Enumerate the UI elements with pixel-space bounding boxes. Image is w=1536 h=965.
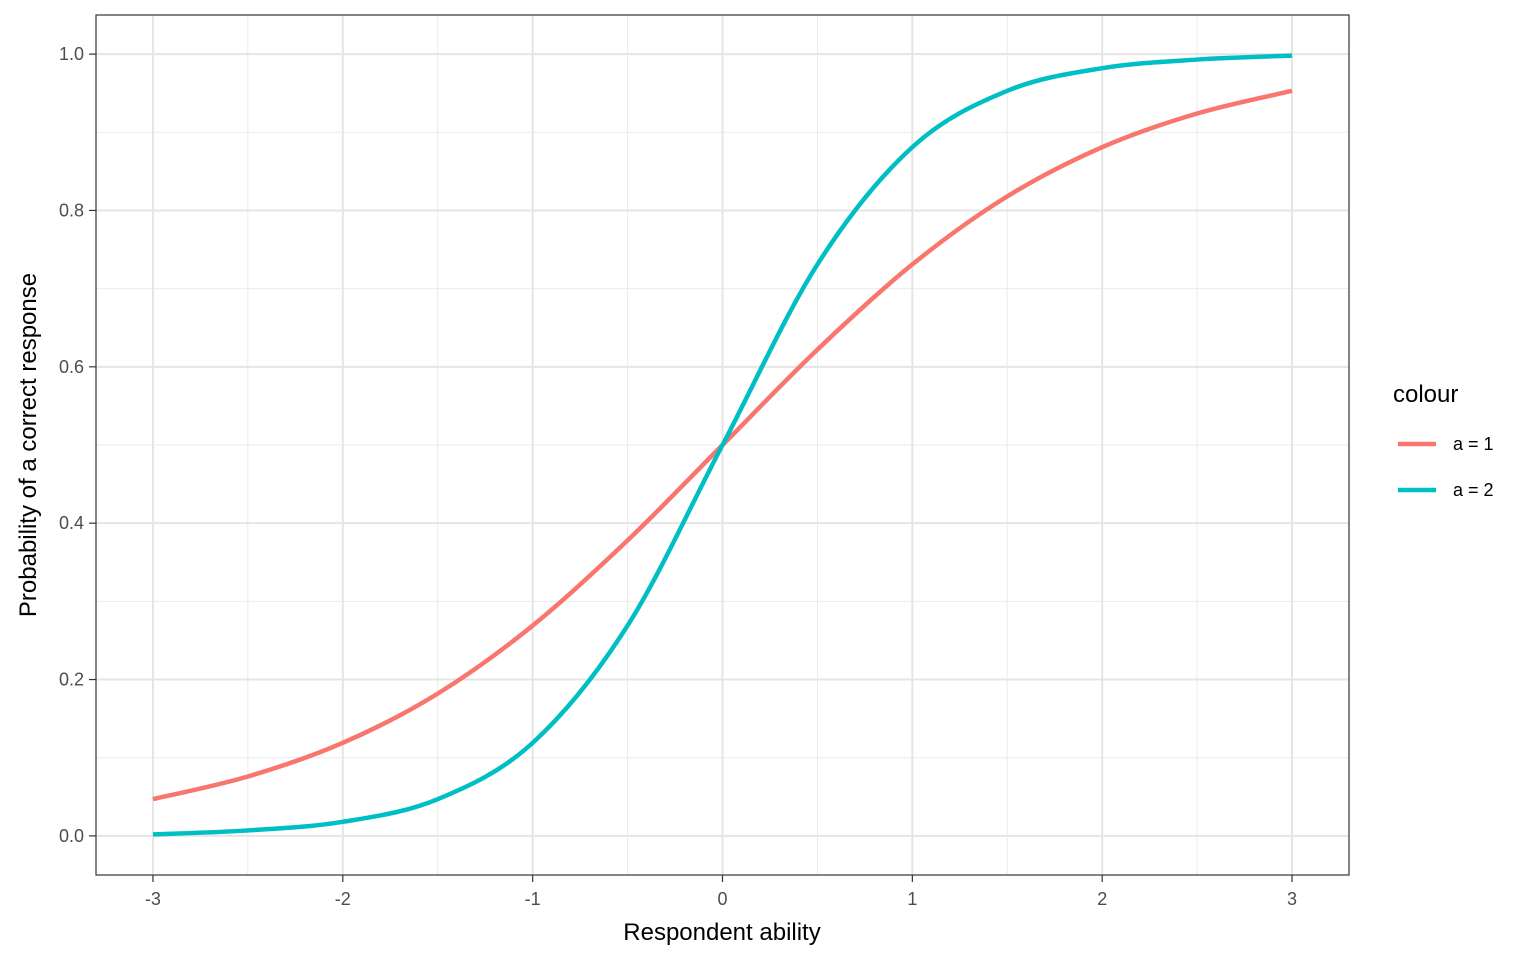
y-tick-label: 0.8 bbox=[59, 200, 84, 220]
y-axis-title: Probability of a correct response bbox=[15, 273, 42, 617]
x-tick-label: 3 bbox=[1287, 889, 1297, 909]
x-axis-title: Respondent ability bbox=[623, 919, 820, 946]
x-tick-label: 1 bbox=[907, 889, 917, 909]
plot-panel bbox=[95, 14, 1350, 876]
x-tick-label: -2 bbox=[335, 889, 351, 909]
y-axis: 0.0 0.2 0.4 0.6 0.8 1.0 bbox=[59, 44, 96, 846]
series-line-2 bbox=[152, 53, 1293, 837]
y-tick-label: 0.2 bbox=[59, 670, 84, 690]
legend-title: colour bbox=[1393, 381, 1458, 408]
y-tick-label: 0.6 bbox=[59, 357, 84, 377]
series-layer bbox=[152, 53, 1293, 837]
x-tick-label: -1 bbox=[525, 889, 541, 909]
x-axis: -3 -2 -1 0 1 2 3 bbox=[145, 875, 1297, 909]
x-tick-label: 0 bbox=[717, 889, 727, 909]
legend-label-1: a = 1 bbox=[1453, 434, 1494, 454]
y-tick-label: 0.0 bbox=[59, 826, 84, 846]
x-tick-label: 2 bbox=[1097, 889, 1107, 909]
y-tick-label: 1.0 bbox=[59, 44, 84, 64]
legend-label-2: a = 2 bbox=[1453, 480, 1494, 500]
x-tick-label: -3 bbox=[145, 889, 161, 909]
legend: colour a = 1 a = 2 bbox=[1393, 381, 1494, 500]
legend-items: a = 1 a = 2 bbox=[1398, 434, 1494, 500]
y-tick-label: 0.4 bbox=[59, 513, 84, 533]
